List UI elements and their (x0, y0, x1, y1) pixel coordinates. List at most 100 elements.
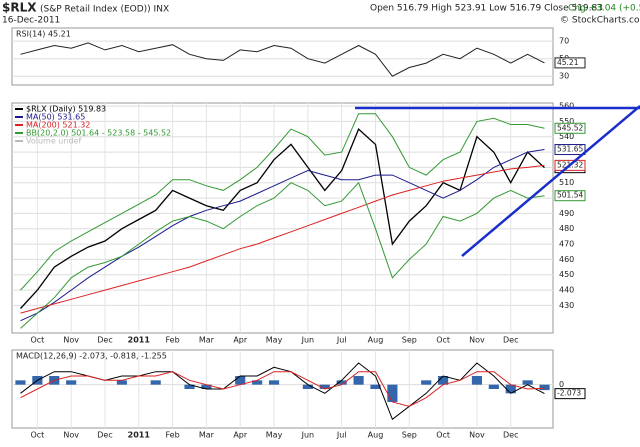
value-tag (554, 122, 586, 134)
y-tick-label: 450 (559, 270, 574, 279)
trendline (461, 105, 640, 257)
y-tick-label: 0 (559, 380, 564, 389)
histogram-bar (235, 376, 246, 385)
y-tick-label: 550 (559, 117, 574, 126)
x-tick-label: Dec (503, 336, 518, 345)
legend-label: Volume undef (26, 137, 81, 146)
value-tag (554, 144, 586, 156)
change: Chg +3.04 (+0.59%) (568, 4, 640, 14)
x-tick-label: Apr (233, 336, 248, 345)
legend-label: BB(20,2.0) 501.64 - 523.58 - 545.52 (26, 129, 171, 138)
x-tick-label: Aug (368, 336, 384, 345)
value-tag-label: -2.073 (557, 389, 581, 398)
series-line (20, 371, 545, 407)
panel-title: RSI(14) 45.21 (16, 30, 71, 39)
x-tick-label: Sep (402, 431, 417, 440)
histogram-bar (488, 384, 499, 389)
x-tick-label: Jul (336, 336, 347, 345)
histogram-bar (421, 380, 432, 385)
histogram-bar (268, 380, 280, 385)
plot-area (20, 113, 545, 329)
y-tick-label: 480 (559, 224, 574, 233)
x-tick-label: Dec (503, 431, 518, 440)
histogram-bar (302, 384, 313, 389)
x-tick-label: Mar (199, 336, 215, 345)
histogram-bar (66, 380, 77, 385)
panel-title: MACD(12,26,9) -2.073, -0.818, -1.255 (16, 352, 167, 361)
y-tick-label: 70 (559, 37, 569, 46)
histogram-bar (252, 380, 263, 385)
histogram-bar (387, 384, 398, 402)
y-tick-label: 540 (559, 132, 574, 141)
x-tick-label: Oct (30, 336, 44, 345)
x-tick-label: Jul (336, 431, 347, 440)
histogram-bar (15, 380, 26, 385)
date: 16-Dec-2011 (2, 16, 60, 26)
quote: Open 516.79 High 523.91 Low 516.79 Close… (370, 4, 603, 14)
series-line (20, 164, 545, 314)
y-tick-label: 490 (559, 209, 574, 218)
histogram-bar (353, 376, 364, 385)
histogram-bar (319, 384, 330, 389)
y-tick-label: 510 (559, 178, 574, 187)
x-tick-label: May (266, 431, 283, 440)
y-tick-label: 560 (559, 102, 574, 111)
x-tick-label: Nov (469, 431, 485, 440)
histogram-bar (150, 380, 161, 385)
x-tick-label: Nov (63, 336, 79, 345)
x-tick-label: Nov (469, 336, 485, 345)
legend-label: $RLX (Daily) 519.83 (26, 105, 106, 114)
histogram-bar (522, 380, 533, 385)
x-tick-label: Feb (166, 431, 180, 440)
histogram-bar (184, 384, 195, 389)
series-line (20, 362, 545, 421)
histogram-bar (505, 384, 516, 394)
y-tick-label: 430 (559, 301, 574, 310)
x-tick-label: Dec (97, 336, 112, 345)
y-tick-label: 440 (559, 286, 574, 295)
copyright: © StockCharts.com (560, 16, 640, 26)
histogram-bar (471, 376, 482, 385)
series-line (20, 113, 545, 291)
histogram-bar (539, 384, 550, 391)
plot-area (20, 42, 545, 77)
histogram-bar (370, 384, 381, 389)
legend-label: MA(50) 531.65 (26, 113, 85, 122)
x-tick-label: Feb (166, 336, 180, 345)
x-tick-label: 2011 (128, 336, 151, 345)
legend-label: MA(200) 521.32 (26, 121, 90, 130)
histogram-bar (116, 380, 127, 385)
x-tick-label: Nov (63, 431, 79, 440)
series-line (20, 127, 545, 309)
value-tag-label: 45.21 (557, 58, 579, 67)
x-tick-label: Oct (30, 431, 44, 440)
plot-area (15, 362, 550, 421)
value-tag (554, 57, 586, 69)
x-tick-label: Apr (233, 431, 248, 440)
x-tick-label: May (266, 336, 283, 345)
x-tick-label: Mar (199, 431, 215, 440)
value-tag-label: 545.52 (557, 123, 583, 132)
value-tag-label: 531.65 (557, 145, 583, 154)
series-line (20, 42, 545, 77)
value-tag-label: 501.54 (557, 191, 583, 200)
y-tick-label: 30 (559, 72, 569, 81)
x-tick-label: Dec (97, 431, 112, 440)
x-tick-label: Jun (301, 336, 315, 345)
series-line (20, 149, 545, 322)
histogram-bar (336, 380, 347, 385)
index-name: (S&P Retail Index (EOD)) INX (40, 5, 169, 15)
symbol: $RLX (2, 1, 37, 15)
histogram-bar (201, 384, 212, 389)
x-tick-label: Oct (436, 336, 450, 345)
value-tag (554, 388, 586, 400)
x-tick-label: Sep (402, 336, 417, 345)
x-tick-label: Aug (368, 431, 384, 440)
x-tick-label: Jun (301, 431, 315, 440)
y-tick-label: 470 (559, 240, 574, 249)
panel-frame (11, 27, 554, 86)
x-tick-label: 2011 (128, 431, 151, 440)
panel-frame (11, 349, 554, 429)
histogram-bar (438, 376, 449, 385)
